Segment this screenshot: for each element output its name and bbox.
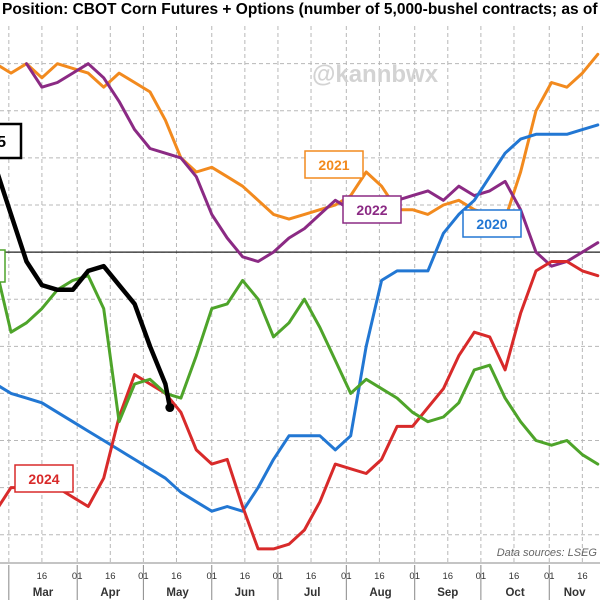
- x-tick-label: 16: [306, 571, 317, 582]
- x-tick-label: 16: [105, 571, 116, 582]
- source-note: Data sources: LSEG: [497, 547, 598, 559]
- series-label-2025: 5: [0, 134, 6, 151]
- x-tick-label: 16: [37, 571, 48, 582]
- x-month-label: Aug: [369, 587, 391, 599]
- series-line-2022: [25, 62, 600, 268]
- series-label-box-2020: [462, 209, 522, 238]
- x-tick-label: 16: [443, 571, 454, 582]
- series-line-2024: [0, 260, 600, 551]
- chart-title: Position: CBOT Corn Futures + Options (n…: [2, 1, 600, 18]
- series-line-2021: [0, 52, 600, 221]
- x-month-label: May: [166, 587, 189, 599]
- x-month-label: Sep: [437, 587, 458, 599]
- x-tick-label: 16: [240, 571, 251, 582]
- x-month-label: Apr: [100, 587, 120, 599]
- x-month-label: Nov: [564, 587, 586, 599]
- series-label-box-2024: [14, 464, 74, 493]
- series-label-2020: 2020: [476, 216, 507, 232]
- series-label-2022: 2022: [356, 202, 387, 218]
- series-line-2023: [0, 274, 600, 466]
- series-line-2025: [0, 173, 173, 410]
- x-tick-label: 16: [577, 571, 588, 582]
- x-month-label: Mar: [33, 587, 54, 599]
- x-tick-label: 16: [509, 571, 520, 582]
- series-label-box-2021: [304, 150, 364, 179]
- x-month-label: Jul: [304, 587, 321, 599]
- series-line-2020: [0, 123, 600, 513]
- x-month-label: Jun: [235, 587, 255, 599]
- series-label-box-2023: [0, 249, 6, 283]
- x-month-label: Oct: [505, 587, 524, 599]
- series-label-box-2022: [342, 195, 402, 224]
- x-tick-label: 16: [374, 571, 385, 582]
- series-label-2021: 2021: [318, 157, 349, 173]
- x-tick-label: 16: [171, 571, 182, 582]
- series-endpoint-2025: [165, 403, 175, 413]
- series-label-box-2025: [0, 122, 23, 160]
- watermark: @kannbwx: [312, 61, 439, 88]
- series-label-2024: 2024: [28, 471, 59, 487]
